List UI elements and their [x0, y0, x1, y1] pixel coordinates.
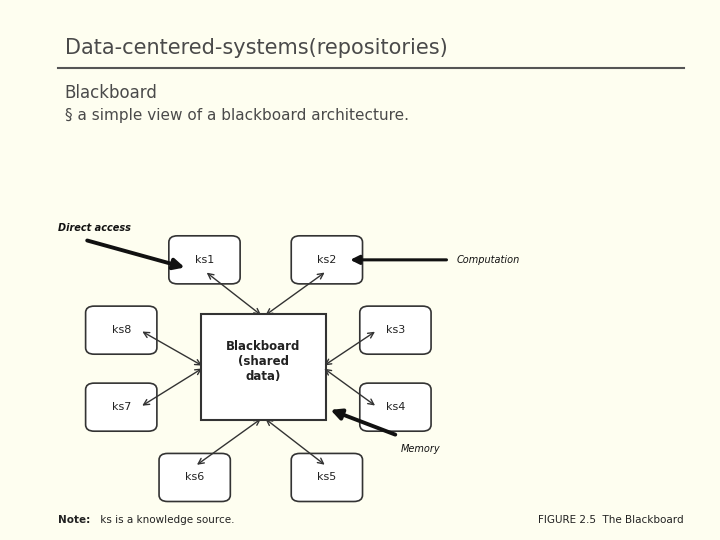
Text: ks2: ks2: [318, 255, 336, 265]
FancyBboxPatch shape: [168, 236, 240, 284]
Text: Blackboard
(shared
data): Blackboard (shared data): [226, 340, 300, 383]
Text: ks5: ks5: [318, 472, 336, 482]
FancyBboxPatch shape: [86, 306, 157, 354]
Text: ks7: ks7: [112, 402, 131, 412]
FancyBboxPatch shape: [292, 454, 363, 502]
Text: ks3: ks3: [386, 325, 405, 335]
Text: Memory: Memory: [400, 444, 440, 454]
Text: ks1: ks1: [195, 255, 214, 265]
Text: ks6: ks6: [185, 472, 204, 482]
Text: ks is a knowledge source.: ks is a knowledge source.: [97, 515, 235, 525]
Text: § a simple view of a blackboard architecture.: § a simple view of a blackboard architec…: [65, 108, 409, 123]
FancyBboxPatch shape: [159, 454, 230, 502]
Text: Blackboard: Blackboard: [65, 84, 158, 102]
FancyBboxPatch shape: [360, 383, 431, 431]
FancyBboxPatch shape: [86, 383, 157, 431]
Text: ks8: ks8: [112, 325, 131, 335]
Text: ks4: ks4: [386, 402, 405, 412]
FancyBboxPatch shape: [360, 306, 431, 354]
Text: Note:: Note:: [58, 515, 90, 525]
FancyBboxPatch shape: [201, 314, 325, 420]
Text: Computation: Computation: [456, 255, 520, 265]
FancyBboxPatch shape: [292, 236, 363, 284]
Text: Data-centered-systems(repositories): Data-centered-systems(repositories): [65, 38, 448, 58]
Text: FIGURE 2.5  The Blackboard: FIGURE 2.5 The Blackboard: [539, 515, 684, 525]
Text: Direct access: Direct access: [58, 223, 130, 233]
